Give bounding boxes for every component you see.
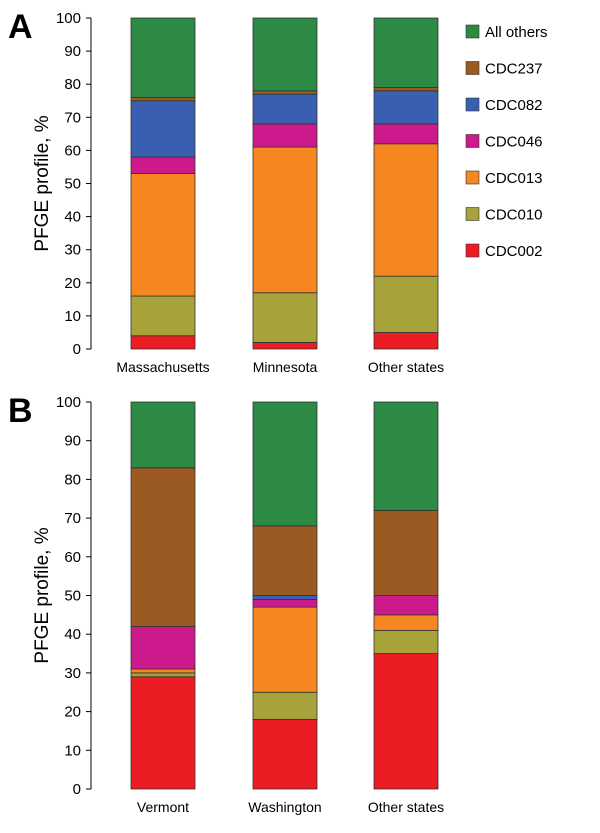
panel-b-y-tick-label: 0 [73,781,81,798]
panel-b-y-tick-label: 100 [56,394,81,411]
panel-a-y-tick-label: 0 [73,341,81,358]
panel-a-y-tick-label: 30 [64,242,81,259]
panel-b-y-tick-label: 40 [64,626,81,643]
panel-a-bar-massachusetts-cdc013 [130,173,196,297]
panel-a-y-tick-label: 10 [64,308,81,325]
panel-a-y-tick-label: 80 [64,76,81,93]
panel-b-y-tick-label: 80 [64,471,81,488]
panel-b-bar-vermont-cdc237 [130,467,196,627]
panel-a-y-axis-title: PFGE profile, % [32,115,53,251]
legend-swatch-cdc082 [465,97,480,112]
panel-a-bar-minnesota-cdc010 [252,292,318,343]
legend-label-cdc082: CDC082 [485,97,543,114]
panel-a-bar-other-states-cdc237 [373,87,439,92]
panel-b-bar-vermont-cdc013 [130,668,196,674]
panel-b-category-label: Washington [248,799,321,815]
panel-b-y-tick-label: 10 [64,742,81,759]
legend-label-cdc237: CDC237 [485,61,543,78]
panel-a-bar-minnesota-cdc046 [252,123,318,148]
panel-a-bar-minnesota-all-others [252,17,318,92]
panel-b-y-tick-label: 20 [64,704,81,721]
panel-b-bar-washington-cdc237 [252,525,318,596]
panel-a-bar-other-states-all-others [373,17,439,88]
panel-b-category-label: Vermont [137,799,189,815]
panel-a-y-tick-label: 100 [56,10,81,27]
panel-a-y-tick-label: 20 [64,275,81,292]
legend-swatch-all-others [465,24,480,39]
legend-swatch-cdc237 [465,61,480,75]
panel-a-y-tick-label: 90 [64,43,81,60]
panel-b-bar-other-states-cdc002 [373,653,439,790]
panel-b-bar-washington-cdc082 [252,595,318,600]
panel-a-bar-massachusetts-all-others [130,17,196,98]
panel-a-bar-massachusetts-cdc082 [130,100,196,158]
panel-a-category-label: Massachusetts [116,359,209,375]
panel-a-bar-other-states-cdc046 [373,123,439,145]
panel-b-y-tick-label: 70 [64,510,81,527]
legend-label-cdc002: CDC002 [485,243,543,260]
panel-b-category-label: Other states [368,799,444,815]
legend-swatch-cdc013 [465,170,480,185]
legend-label-all-others: All others [485,24,548,41]
legend-swatch-cdc010 [465,207,480,221]
panel-b-bar-other-states-cdc237 [373,509,439,596]
panel-a-category-label: Minnesota [253,359,318,375]
panel-a-bar-massachusetts-cdc010 [130,295,196,337]
panel-a-bar-minnesota-cdc082 [252,93,318,125]
panel-a-bar-massachusetts-cdc002 [130,335,196,350]
legend-label-cdc013: CDC013 [485,170,543,187]
panel-b-y-tick-label: 50 [64,588,81,605]
legend-label-cdc046: CDC046 [485,134,543,151]
panel-b-y-tick-label: 60 [64,549,81,566]
panel-b-bar-washington-cdc046 [252,598,318,608]
panel-a-bar-other-states-cdc010 [373,275,439,333]
panel-a-bar-minnesota-cdc002 [252,341,318,350]
panel-b-letter: B [8,392,33,430]
panel-a-y-tick-label: 50 [64,176,81,193]
legend-label-cdc010: CDC010 [485,207,543,224]
panel-b-bar-washington-cdc002 [252,718,318,790]
panel-a-bar-other-states-cdc013 [373,143,439,277]
panel-b-bar-vermont-cdc010 [130,672,196,678]
panel-b-bar-vermont-cdc002 [130,676,196,790]
panel-a-bar-minnesota-cdc237 [252,90,318,95]
panel-b-bar-vermont-cdc046 [130,626,196,670]
panel-b-y-tick-label: 30 [64,665,81,682]
panel-a-category-label: Other states [368,359,444,375]
panel-b-bar-washington-cdc010 [252,691,318,720]
panel-a-y-tick-label: 40 [64,209,81,226]
panel-b-bar-washington-cdc013 [252,606,318,693]
panel-b-bar-other-states-cdc013 [373,614,439,631]
panel-b-y-axis-title: PFGE profile, % [32,527,53,663]
panel-b-y-tick-label: 90 [64,433,81,450]
panel-b-bar-washington-all-others [252,401,318,527]
panel-a-y-tick-label: 60 [64,142,81,159]
panel-a-bar-massachusetts-cdc237 [130,97,196,102]
panel-a-bar-other-states-cdc002 [373,332,439,350]
panel-a-letter: A [8,8,33,46]
panel-a-bar-massachusetts-cdc046 [130,156,196,174]
panel-a-y-tick-label: 70 [64,109,81,126]
panel-b-bar-other-states-cdc046 [373,595,439,616]
panel-a-bar-minnesota-cdc013 [252,146,318,294]
panel-b-bar-other-states-cdc010 [373,629,439,654]
panel-b-bar-other-states-all-others [373,401,439,511]
legend-swatch-cdc046 [465,134,480,148]
panel-a-bar-other-states-cdc082 [373,90,439,125]
legend-swatch-cdc002 [465,243,480,258]
panel-b-bar-vermont-all-others [130,401,196,469]
